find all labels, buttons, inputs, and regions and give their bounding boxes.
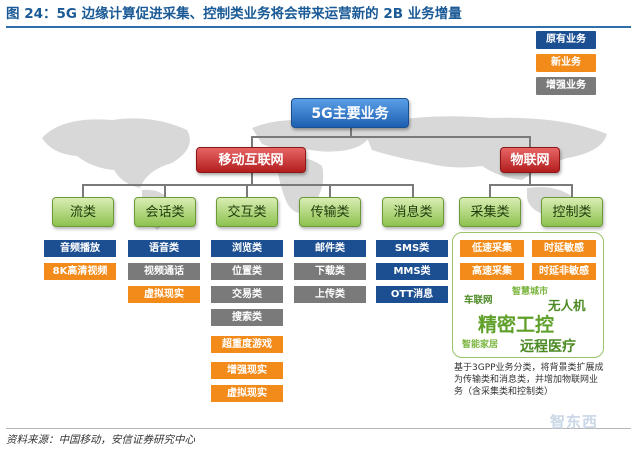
iot-latency-insensitive: 时延非敏感 [532, 263, 596, 280]
legend-new: 新业务 [536, 54, 596, 72]
iot-classification-note: 基于3GPP业务分类，将背景类扩展成为传输类和消息类，并增加物联网业务（含采集类… [454, 363, 604, 397]
category-session: 会话类 [134, 197, 196, 227]
category-control: 控制类 [541, 197, 603, 227]
service-heavy-gaming: 超重度游戏 [211, 336, 283, 353]
iot-scenario-remote-medical: 远程医疗 [520, 339, 576, 355]
iot-low-speed-collect: 低速采集 [460, 240, 524, 257]
service-vr-session: 虚拟现实 [128, 286, 200, 303]
connector-transfer [329, 184, 331, 197]
service-ar: 增强现实 [211, 362, 283, 379]
iot-scenario-precision-control: 精密工控 [478, 314, 555, 336]
core-5g-services-box: 5G主要业务 [291, 98, 409, 128]
iot-box: 物联网 [500, 147, 560, 173]
service-mms: MMS类 [376, 263, 448, 280]
service-8k-video: 8K高清视频 [44, 263, 116, 280]
service-voice: 语音类 [128, 240, 200, 257]
connector-iot-down [529, 173, 531, 185]
service-browsing: 浏览类 [211, 240, 283, 257]
title-divider [6, 26, 631, 28]
category-collect: 采集类 [459, 197, 521, 227]
service-vr-interactive: 虚拟现实 [211, 385, 283, 402]
service-sms: SMS类 [376, 240, 448, 257]
connector-core-down [350, 128, 352, 137]
iot-latency-sensitive: 时延敏感 [532, 240, 596, 257]
mobile-internet-box: 移动互联网 [196, 147, 306, 173]
service-email: 邮件类 [294, 240, 366, 257]
service-transaction: 交易类 [211, 286, 283, 303]
connector-interactive [246, 184, 248, 197]
service-search: 搜索类 [211, 309, 283, 326]
connector-to-iot [529, 136, 531, 147]
watermark-logo: 智东西 [550, 413, 599, 431]
connector-mobile-down [251, 173, 253, 185]
source-divider [6, 428, 631, 429]
connector-iot-bar [489, 184, 573, 186]
category-message: 消息类 [382, 197, 444, 227]
service-location: 位置类 [211, 263, 283, 280]
source-citation: 资料来源：中国移动，安信证券研究中心 [6, 434, 195, 446]
connector-session [164, 184, 166, 197]
category-stream: 流类 [52, 197, 114, 227]
iot-scenario-smart-home: 智能家居 [462, 340, 499, 350]
service-video-call: 视频通话 [128, 263, 200, 280]
category-interactive: 交互类 [216, 197, 278, 227]
connector-message [412, 184, 414, 197]
iot-high-speed-collect: 高速采集 [460, 263, 524, 280]
figure-title: 图 24：5G 边缘计算促进采集、控制类业务将会带来运营新的 2B 业务增量 [6, 6, 462, 22]
iot-scenario-vehicle-network: 车联网 [464, 295, 493, 306]
iot-scenario-smart-city: 智慧城市 [512, 287, 549, 297]
legend-existing: 原有业务 [536, 31, 596, 49]
connector-collect [489, 184, 491, 197]
iot-scenario-drone: 无人机 [548, 298, 586, 313]
connector-branch-bar [251, 136, 531, 138]
service-upload: 上传类 [294, 286, 366, 303]
category-transfer: 传输类 [299, 197, 361, 227]
legend-enhanced: 增强业务 [536, 77, 596, 95]
connector-stream [82, 184, 84, 197]
connector-control [571, 184, 573, 197]
service-ott-message: OTT消息 [376, 286, 448, 303]
service-audio-playback: 音频播放 [44, 240, 116, 257]
connector-mobile-bar [82, 184, 414, 186]
service-download: 下载类 [294, 263, 366, 280]
connector-to-mobile [251, 136, 253, 147]
